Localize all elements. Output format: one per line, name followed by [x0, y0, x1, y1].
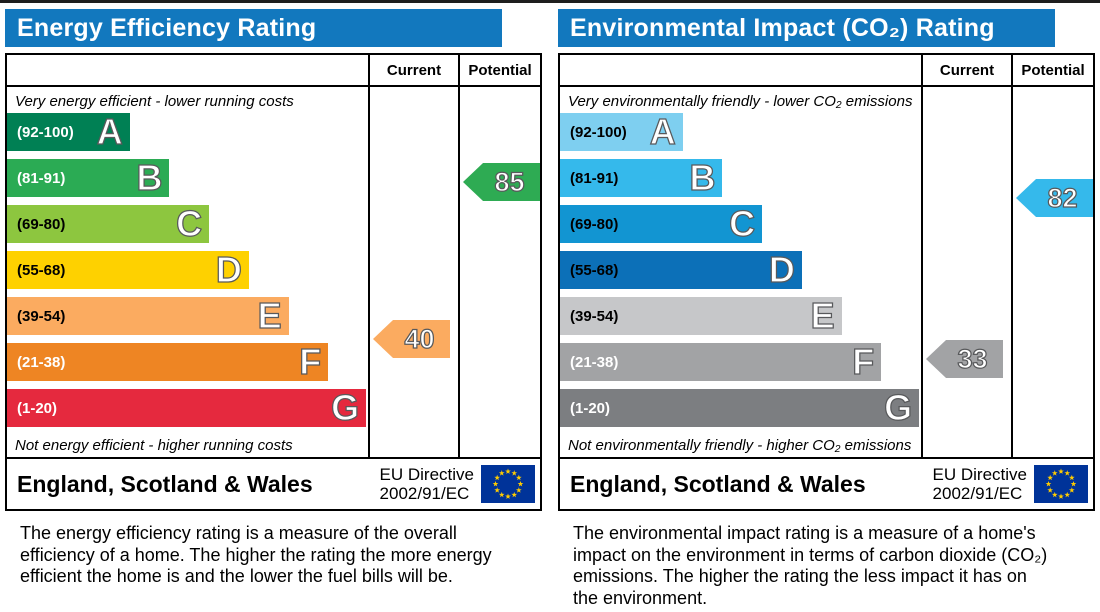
- environmental-impact-panel: Environmental Impact (CO₂) Rating Curren…: [558, 9, 1095, 609]
- band-letter: F: [852, 341, 875, 382]
- energy-efficiency-panel: Energy Efficiency Rating Current Potenti…: [5, 9, 542, 609]
- energy-bottom-caption: Not energy efficient - higher running co…: [15, 437, 293, 454]
- energy-potential-column-header: Potential: [458, 55, 540, 87]
- band-range-label: (39-54): [570, 307, 619, 325]
- energy-band-e: (39-54) E: [7, 297, 289, 335]
- eu-directive-label: EU Directive 2002/91/EC: [933, 465, 1027, 503]
- energy-current-column-header: Current: [368, 55, 458, 87]
- band-letter: E: [810, 295, 835, 336]
- band-letter: A: [96, 111, 123, 152]
- region-label: England, Scotland & Wales: [17, 470, 313, 497]
- energy-band-c: (69-80) C: [7, 203, 210, 244]
- environment-current-column: 33: [921, 87, 1011, 457]
- energy-band-g: (1-20) G: [7, 387, 367, 428]
- energy-chart: Current Potential Very energy efficient …: [5, 53, 542, 459]
- band-letter: B: [136, 157, 163, 198]
- environment-potential-rating-arrow: 82: [1016, 179, 1093, 217]
- energy-panel-title: Energy Efficiency Rating: [5, 9, 502, 47]
- environment-potential-column: 82: [1011, 87, 1093, 457]
- energy-potential-column: 85: [458, 87, 540, 457]
- epc-charts: Energy Efficiency Rating Current Potenti…: [5, 9, 1095, 609]
- eu-flag-icon: [481, 465, 535, 503]
- energy-footer: England, Scotland & Wales EU Directive 2…: [5, 457, 542, 511]
- band-letter: D: [215, 249, 242, 290]
- environment-band-g: (1-20) G: [560, 387, 920, 428]
- band-range-label: (1-20): [570, 399, 611, 417]
- energy-bands-area: Very energy efficient - lower running co…: [7, 87, 368, 457]
- band-range-label: (1-20): [17, 399, 58, 417]
- environment-bands-area: Very environmentally friendly - lower CO…: [560, 87, 921, 457]
- eu-directive-line2: 2002/91/EC: [379, 484, 470, 503]
- environment-band-e: (39-54) E: [560, 297, 842, 335]
- band-letter: C: [729, 203, 756, 244]
- region-label: England, Scotland & Wales: [570, 470, 866, 497]
- band-range-label: (21-38): [17, 353, 66, 371]
- energy-band-d: (55-68) D: [7, 251, 249, 289]
- band-letter: G: [331, 387, 360, 428]
- band-letter: B: [689, 157, 716, 198]
- eu-directive-line1: EU Directive: [932, 465, 1027, 484]
- environment-current-rating-arrow: 33: [926, 340, 1003, 378]
- eu-directive-line2: 2002/91/EC: [932, 484, 1023, 503]
- environment-band-b: (81-91) B: [560, 157, 723, 198]
- energy-current-column: 40: [368, 87, 458, 457]
- environment-band-a: (92-100) A: [560, 113, 683, 151]
- band-range-label: (55-68): [17, 261, 66, 279]
- eu-flag-icon: [1034, 465, 1088, 503]
- band-letter: C: [176, 203, 203, 244]
- environment-band-f: (21-38) F: [560, 341, 882, 382]
- environment-footer: England, Scotland & Wales EU Directive 2…: [558, 457, 1095, 511]
- environment-band-d: (55-68) D: [560, 251, 802, 289]
- environment-band-c: (69-80) C: [560, 203, 763, 244]
- environment-header-spacer: [560, 55, 921, 87]
- environment-top-caption: Very environmentally friendly - lower CO…: [568, 93, 913, 110]
- band-range-label: (69-80): [570, 215, 619, 233]
- band-letter: E: [257, 295, 282, 336]
- band-letter: G: [884, 387, 913, 428]
- energy-band-f: (21-38) F: [7, 341, 329, 382]
- band-range-label: (81-91): [17, 169, 66, 187]
- energy-band-a: (92-100) A: [7, 113, 130, 151]
- band-range-label: (81-91): [570, 169, 619, 187]
- energy-potential-rating-arrow: 85: [463, 163, 540, 201]
- energy-description: The energy efficiency rating is a measur…: [20, 523, 492, 586]
- energy-current-rating-arrow: 40: [373, 320, 450, 358]
- band-range-label: (55-68): [570, 261, 619, 279]
- eu-directive-line1: EU Directive: [379, 465, 474, 484]
- band-range-label: (69-80): [17, 215, 66, 233]
- environment-description: The environmental impact rating is a mea…: [573, 523, 1048, 608]
- band-letter: A: [649, 111, 676, 152]
- band-range-label: (92-100): [570, 123, 627, 141]
- eu-directive-label: EU Directive 2002/91/EC: [380, 465, 474, 503]
- band-letter: F: [299, 341, 322, 382]
- band-letter: D: [768, 249, 795, 290]
- band-range-label: (92-100): [17, 123, 74, 141]
- top-border: [0, 0, 1100, 3]
- environment-potential-column-header: Potential: [1011, 55, 1093, 87]
- energy-header-spacer: [7, 55, 368, 87]
- environment-panel-title: Environmental Impact (CO₂) Rating: [558, 9, 1055, 47]
- band-range-label: (39-54): [17, 307, 66, 325]
- band-range-label: (21-38): [570, 353, 619, 371]
- environment-chart: Current Potential Very environmentally f…: [558, 53, 1095, 459]
- environment-current-column-header: Current: [921, 55, 1011, 87]
- energy-band-b: (81-91) B: [7, 157, 170, 198]
- energy-top-caption: Very energy efficient - lower running co…: [15, 93, 294, 110]
- environment-bottom-caption: Not environmentally friendly - higher CO…: [568, 437, 912, 454]
